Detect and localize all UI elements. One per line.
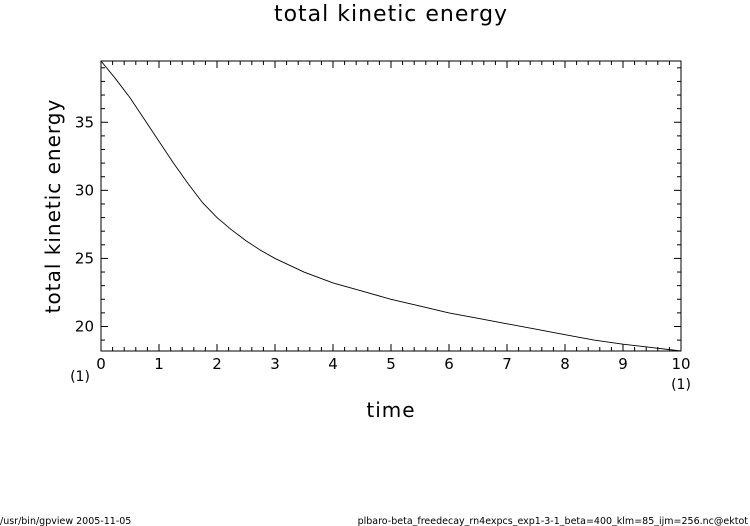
y-axis-label: total kinetic energy	[41, 99, 65, 314]
y-tick-label: 25	[75, 249, 94, 267]
y-tick-label: 30	[75, 181, 94, 199]
x-unit-left: (1)	[70, 369, 90, 385]
chart-title: total kinetic energy	[274, 2, 508, 27]
y-tick-label: 20	[75, 317, 94, 335]
x-tick-label: 2	[212, 355, 222, 373]
series-layer	[100, 60, 682, 352]
series-line	[100, 60, 682, 352]
x-tick-label: 6	[444, 355, 454, 373]
footer-command-date: /usr/bin/gpview 2005-11-05	[0, 516, 131, 526]
plot-border	[100, 60, 682, 352]
x-tick-label: 3	[270, 355, 280, 373]
x-tick-label: 7	[502, 355, 512, 373]
x-tick-label: 4	[328, 355, 338, 373]
x-tick-label: 0	[96, 355, 106, 373]
x-unit-right: (1)	[671, 377, 691, 393]
x-tick-label: 9	[618, 355, 628, 373]
y-tick-label: 35	[75, 113, 94, 131]
axis-ticks	[100, 61, 682, 351]
plot-frame	[100, 60, 682, 352]
x-tick-label: 10	[671, 355, 690, 373]
footer-source-file: plbaro-beta_freedecay_rn4expcs_exp1-3-1_…	[358, 516, 749, 526]
tick-labels: 0 1 2 3 4 5 6 7 8 9 10 20 25 30 35	[75, 113, 691, 373]
x-tick-label: 8	[560, 355, 570, 373]
x-tick-label: 1	[154, 355, 164, 373]
x-axis-label: time	[366, 398, 415, 422]
x-tick-label: 5	[386, 355, 396, 373]
